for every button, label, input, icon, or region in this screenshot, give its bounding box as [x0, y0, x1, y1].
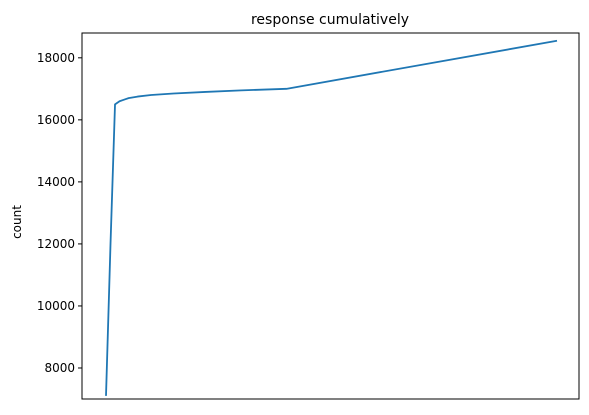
- y-tick-label: 12000: [37, 237, 75, 251]
- y-tick-label: 18000: [37, 51, 75, 65]
- y-tick-label: 14000: [37, 175, 75, 189]
- y-tick-label: 8000: [44, 361, 75, 375]
- y-axis-ticks: 8000 10000 12000 14000 16000 18000: [37, 51, 82, 375]
- y-tick-label: 10000: [37, 299, 75, 313]
- plot-frame: [81, 32, 580, 400]
- y-axis-label: count: [10, 205, 24, 239]
- chart-title: response cumulatively: [251, 12, 409, 28]
- series-line: [105, 39, 558, 396]
- y-tick-label: 16000: [37, 113, 75, 127]
